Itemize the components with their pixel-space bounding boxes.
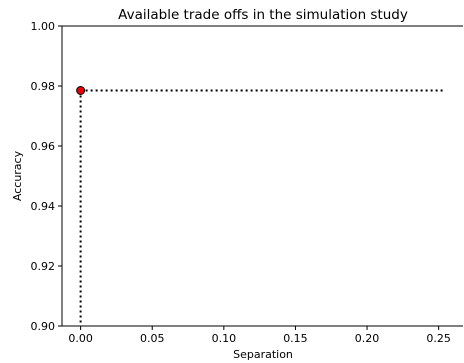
x-tick-label-3: 0.15 — [283, 332, 308, 345]
chart-title: Available trade offs in the simulation s… — [118, 7, 408, 23]
plot-area: 0.00 0.05 0.10 0.15 0.20 0.25 0.90 0.92 0.94 0.96… — [31, 20, 463, 345]
x-tick-label-1: 0.05 — [140, 332, 165, 345]
x-tick-label-5: 0.25 — [426, 332, 451, 345]
y-axis-label: Accuracy — [11, 150, 24, 201]
y-tick-label-5: 1.00 — [31, 20, 56, 33]
y-tick-label-4: 0.98 — [31, 80, 56, 93]
y-tick-label-0: 0.90 — [31, 320, 56, 333]
data-point-0 — [76, 86, 86, 95]
x-tick-label-4: 0.20 — [355, 332, 380, 345]
x-tick-label-0: 0.00 — [68, 332, 93, 345]
y-tick-label-1: 0.92 — [31, 260, 56, 273]
y-tick-label-2: 0.94 — [31, 200, 56, 213]
y-tick-label-3: 0.96 — [31, 140, 56, 153]
x-axis-label: Separation — [233, 348, 293, 361]
x-tick-label-2: 0.10 — [212, 332, 237, 345]
